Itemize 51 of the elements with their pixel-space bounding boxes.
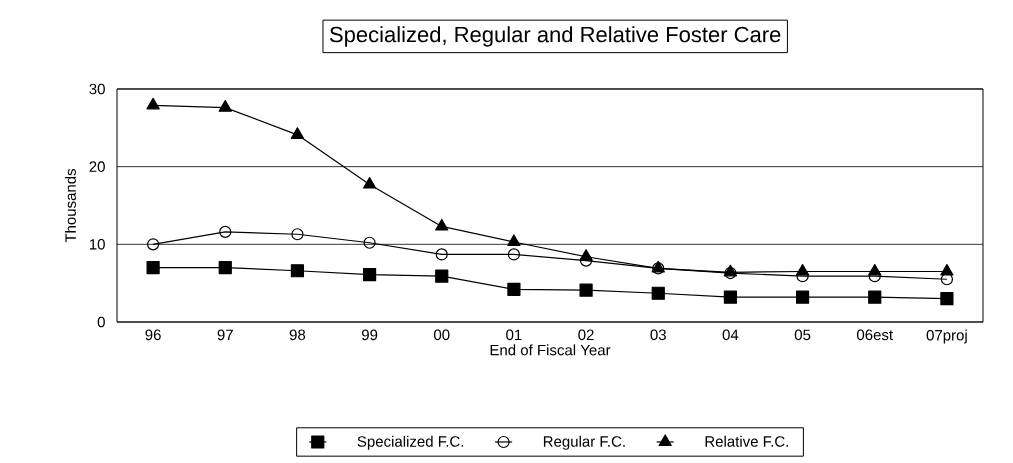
point — [219, 225, 232, 238]
point — [579, 249, 593, 261]
legend-label: Relative F.C. — [705, 435, 788, 447]
y-tick-label: 0 — [97, 316, 105, 328]
point — [218, 261, 232, 275]
point — [435, 269, 449, 283]
point — [362, 176, 377, 189]
x-tick-label: 04 — [722, 329, 739, 341]
point — [507, 248, 521, 261]
y-tick-label: 20 — [89, 161, 105, 172]
y-axis-title: Thousands — [64, 168, 76, 243]
y-tick-label: 30 — [89, 83, 105, 95]
point — [651, 286, 665, 300]
chart-title: Specialized, Regular and Relative Foster Care — [329, 26, 781, 47]
point — [940, 292, 954, 306]
point — [146, 97, 160, 110]
legend-label: Specialized F.C. — [357, 435, 464, 450]
point — [435, 248, 448, 261]
point — [507, 234, 521, 247]
point — [795, 290, 810, 304]
point — [290, 127, 305, 139]
point — [362, 268, 377, 282]
point — [723, 290, 738, 304]
x-tick-label: 05 — [794, 329, 811, 341]
point — [507, 282, 521, 296]
point — [218, 100, 232, 112]
x-tick-label: 00 — [433, 329, 450, 341]
point — [868, 290, 882, 304]
point — [291, 228, 304, 241]
point — [579, 283, 593, 297]
x-tick-label: 97 — [217, 329, 233, 341]
point — [147, 238, 160, 251]
x-tick-label: 02 — [578, 329, 594, 341]
point — [146, 261, 160, 275]
x-tick-label: 07proj — [926, 329, 967, 344]
point — [940, 273, 954, 286]
point — [868, 263, 882, 276]
x-tick-label: 01 — [506, 329, 522, 341]
y-tick-label: 10 — [89, 239, 105, 250]
x-tick-label: 99 — [361, 329, 378, 341]
x-tick-label: 06est — [856, 329, 893, 341]
point — [435, 218, 449, 231]
point — [290, 264, 305, 278]
point — [363, 236, 376, 249]
point — [795, 263, 810, 276]
point — [940, 263, 954, 276]
legend-label: Regular F.C. — [543, 435, 625, 450]
x-tick-label: 03 — [650, 329, 666, 341]
x-tick-label: 96 — [145, 329, 161, 341]
x-axis-title: End of Fiscal Year — [490, 344, 611, 356]
x-tick-label: 98 — [289, 329, 306, 341]
